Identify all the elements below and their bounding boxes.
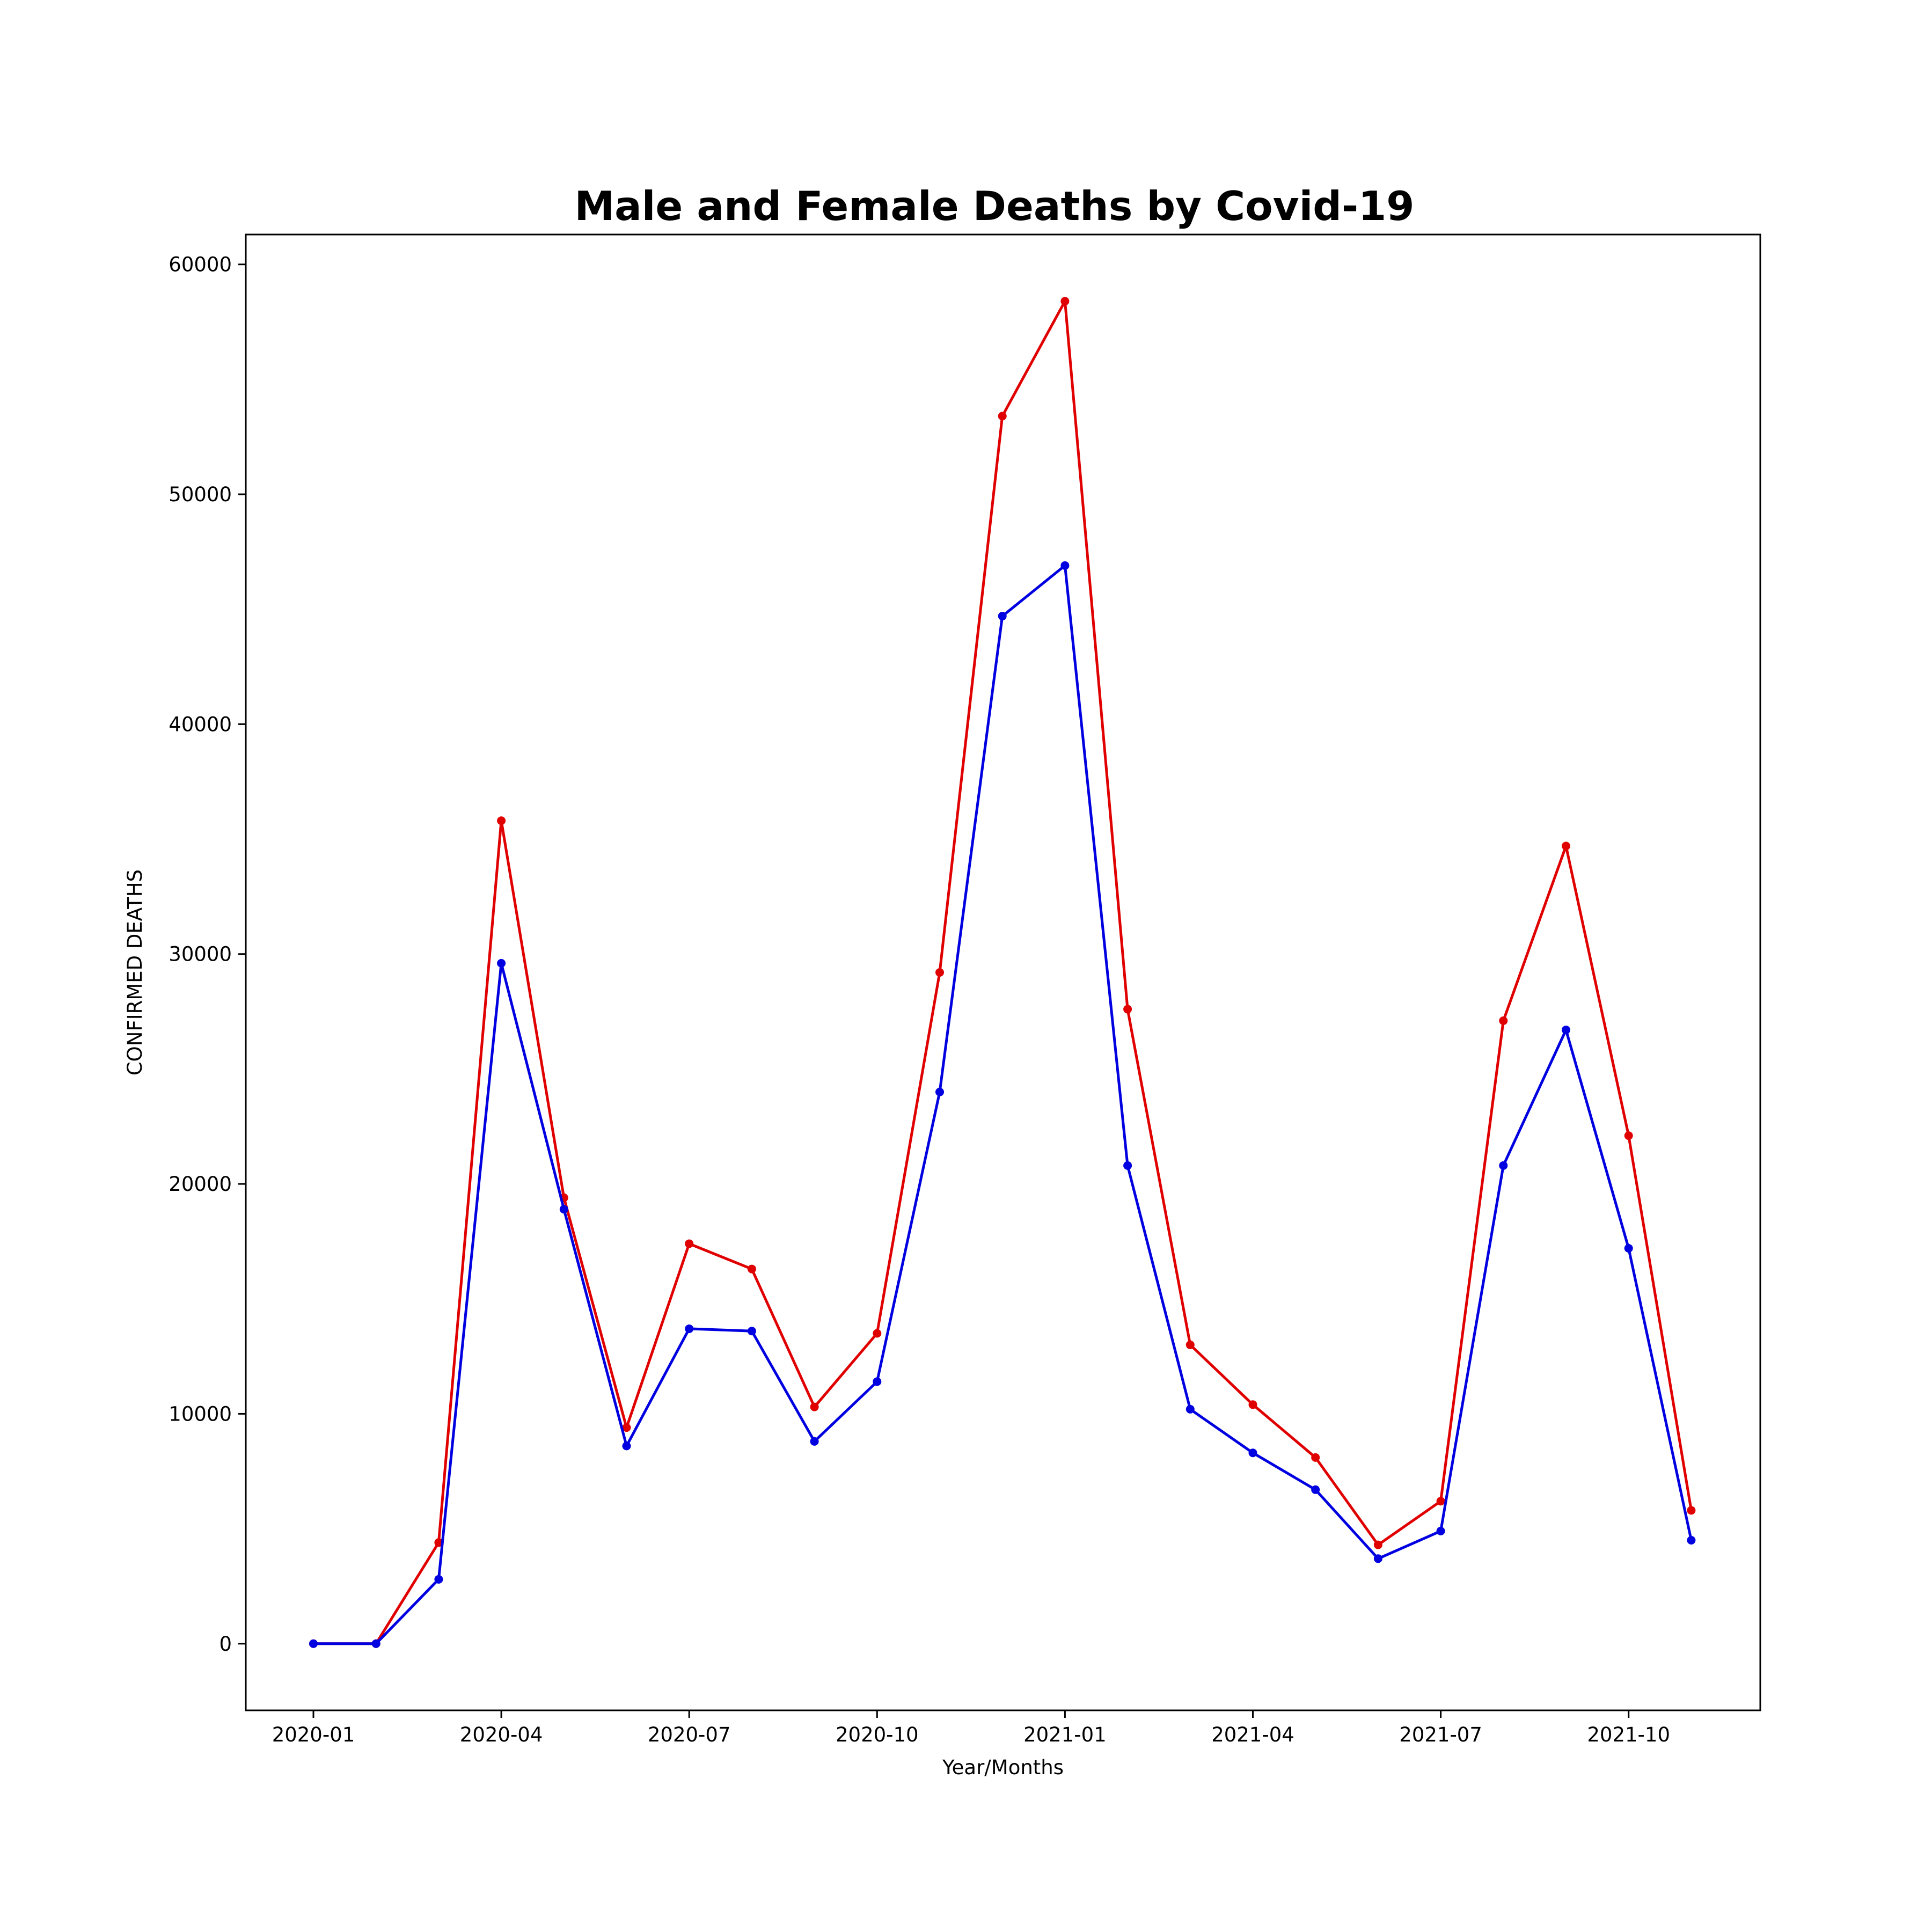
data-point xyxy=(371,1639,380,1648)
y-tick-label: 60000 xyxy=(169,253,232,276)
series-layer xyxy=(309,297,1696,1648)
y-tick-label: 0 xyxy=(219,1633,232,1656)
data-point xyxy=(1248,1448,1257,1458)
x-tick-label: 2021-01 xyxy=(1023,1723,1107,1746)
data-point xyxy=(1562,1026,1570,1035)
data-point xyxy=(622,1441,631,1451)
data-point xyxy=(497,816,506,825)
data-point xyxy=(1060,561,1070,570)
x-tick-label: 2021-07 xyxy=(1399,1723,1482,1746)
y-tick-label: 10000 xyxy=(169,1402,232,1425)
y-tick-label: 40000 xyxy=(169,713,232,736)
x-tick-label: 2021-04 xyxy=(1211,1723,1294,1746)
data-point xyxy=(622,1423,631,1432)
data-point xyxy=(1311,1453,1320,1462)
x-tick-label: 2021-10 xyxy=(1587,1723,1670,1746)
data-point xyxy=(810,1437,819,1446)
data-point xyxy=(309,1639,318,1648)
data-point xyxy=(935,968,944,977)
y-tick-label: 30000 xyxy=(169,943,232,966)
y-axis-label: CONFIRMED DEATHS xyxy=(123,869,147,1075)
data-point xyxy=(434,1538,443,1547)
data-point xyxy=(747,1264,756,1274)
data-point xyxy=(497,958,506,968)
data-point xyxy=(747,1327,756,1336)
data-point xyxy=(1185,1340,1195,1349)
data-point xyxy=(1687,1506,1696,1515)
data-point xyxy=(1624,1131,1633,1140)
series-1 xyxy=(309,297,1696,1648)
x-tick-label: 2020-01 xyxy=(272,1723,355,1746)
data-point xyxy=(685,1239,694,1248)
x-axis-ticks: 2020-01 2020-04 2020-07 2020-10 2021-01 2021-… xyxy=(272,1710,1670,1746)
data-point xyxy=(559,1205,568,1214)
data-point xyxy=(1562,841,1570,851)
data-point xyxy=(434,1575,443,1584)
data-point xyxy=(1687,1536,1696,1545)
x-tick-label: 2020-07 xyxy=(648,1723,731,1746)
y-axis-ticks: 0 10000 20000 30000 40000 50000 60000 xyxy=(169,253,246,1656)
data-point xyxy=(1499,1161,1508,1170)
x-tick-label: 2020-10 xyxy=(836,1723,919,1746)
data-point xyxy=(685,1324,694,1333)
y-tick-label: 50000 xyxy=(169,483,232,506)
data-point xyxy=(998,612,1007,621)
data-point xyxy=(1499,1016,1508,1025)
plot-frame xyxy=(245,233,1761,1711)
data-point xyxy=(873,1329,882,1338)
data-point xyxy=(1373,1554,1382,1563)
data-point xyxy=(1185,1404,1195,1414)
x-tick-label: 2020-04 xyxy=(460,1723,543,1746)
data-point xyxy=(810,1402,819,1411)
data-point xyxy=(1373,1540,1382,1549)
series-2 xyxy=(309,561,1696,1648)
x-axis-label: Year/Months xyxy=(942,1756,1064,1779)
y-tick-label: 20000 xyxy=(169,1173,232,1196)
data-point xyxy=(1060,297,1070,306)
data-point xyxy=(1436,1526,1445,1535)
data-point xyxy=(873,1377,882,1386)
data-point xyxy=(1123,1005,1132,1014)
chart-title: Male and Female Deaths by Covid-19 xyxy=(574,182,1414,230)
data-point xyxy=(1624,1244,1633,1253)
data-point xyxy=(998,412,1007,421)
data-point xyxy=(1248,1400,1257,1409)
data-point xyxy=(1436,1497,1445,1506)
data-point xyxy=(1123,1161,1132,1170)
data-point xyxy=(935,1087,944,1096)
data-point xyxy=(1311,1485,1320,1494)
